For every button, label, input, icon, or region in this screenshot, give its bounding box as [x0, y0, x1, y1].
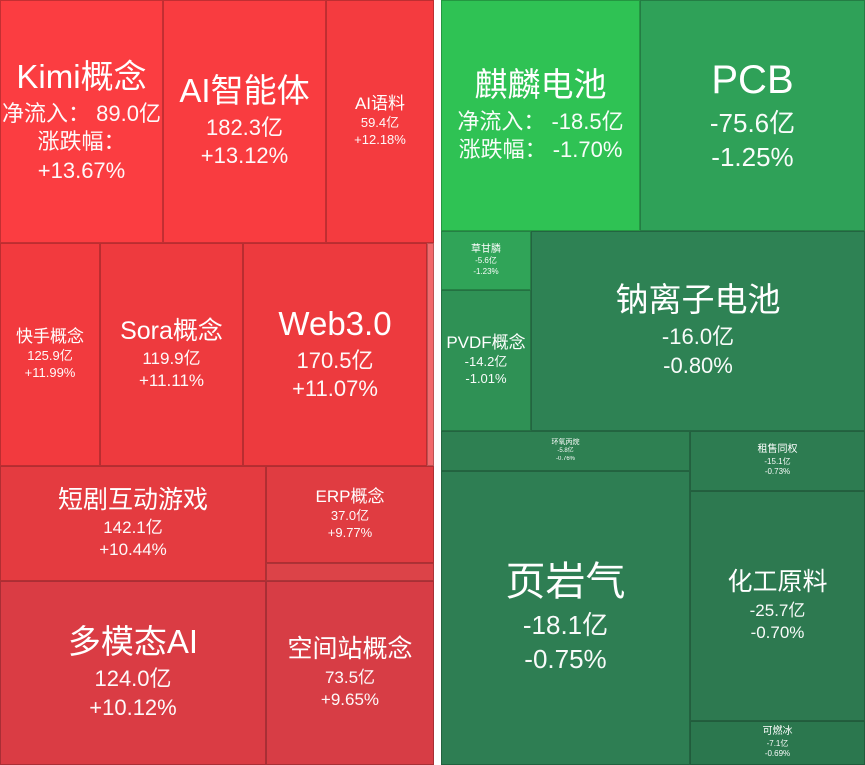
tile-change-pct: +10.12%: [89, 694, 177, 720]
tile-net-inflow: -25.7亿: [749, 600, 806, 620]
tile-name: 可燃冰: [762, 726, 793, 738]
tile-change-pct: +13.12%: [200, 143, 289, 169]
tile-net-inflow: 73.5亿: [324, 667, 376, 687]
tile-net-inflow: 142.1亿: [103, 518, 163, 538]
tile-net-inflow: -16.0亿: [661, 324, 735, 350]
tile-name: AI智能体: [179, 71, 310, 109]
tile-name: 钠离子电池: [615, 281, 781, 319]
tile-net-inflow: -14.2亿: [464, 354, 508, 370]
tile-flammable-ice[interactable]: 可燃冰 -7.1亿 -0.69%: [690, 721, 865, 765]
tile-net-inflow: 59.4亿: [360, 115, 400, 131]
tile-propylene-oxide[interactable]: 环氧丙烷 -5.8亿 -0.76%: [441, 431, 690, 471]
tile-change-pct: +11.07%: [292, 376, 378, 402]
tile-web3[interactable]: Web3.0 170.5亿 +11.07%: [243, 243, 427, 466]
tile-net-inflow: -15.1亿: [764, 456, 791, 466]
tile-change-pct: -0.73%: [764, 467, 791, 477]
tile-name: Web3.0: [278, 304, 392, 342]
tile-small-sliver[interactable]: [427, 243, 434, 466]
tile-pcb[interactable]: PCB -75.6亿 -1.25%: [640, 0, 865, 231]
tile-short-drama-games[interactable]: 短剧互动游戏 142.1亿 +10.44%: [0, 466, 266, 581]
tile-net-inflow: 124.0亿: [94, 666, 172, 692]
tile-change-pct: -1.01%: [465, 371, 507, 387]
tile-net-inflow: -7.1亿: [766, 738, 789, 748]
tile-change-pct: -1.25%: [711, 141, 794, 172]
tile-glyphosate[interactable]: 草甘膦 -5.6亿 -1.23%: [441, 231, 531, 290]
tile-change-pct: -0.69%: [764, 749, 791, 759]
tile-kimi-concept[interactable]: Kimi概念 净流入： 89.0亿 涨跌幅： +13.67%: [0, 0, 163, 243]
tile-change-pct: +9.77%: [327, 525, 373, 541]
tile-name: 快手概念: [16, 326, 84, 346]
tile-net-inflow: -18.1亿: [522, 610, 609, 641]
tile-name: 页岩气: [505, 560, 626, 605]
tile-qilin-battery[interactable]: 麒麟电池 净流入： -18.5亿 涨跌幅： -1.70%: [441, 0, 640, 231]
tile-sora-concept[interactable]: Sora概念 119.9亿 +11.11%: [100, 243, 243, 466]
tile-name: ERP概念: [315, 486, 385, 506]
tile-name: 短剧互动游戏: [57, 485, 208, 514]
tile-name: Kimi概念: [16, 57, 147, 95]
tile-name: AI语料: [354, 93, 406, 113]
tile-net-inflow: -5.6亿: [475, 256, 497, 266]
tile-change-pct: -0.70%: [750, 622, 805, 642]
tile-net-inflow: 125.9亿: [27, 348, 73, 364]
tile-net-inflow: 净流入： -18.5亿: [457, 108, 624, 134]
tile-name: 多模态AI: [67, 623, 199, 661]
tile-name: 环氧丙烷: [551, 438, 580, 446]
tile-net-inflow: 182.3亿: [205, 114, 284, 140]
tile-change-pct: -0.80%: [663, 352, 733, 378]
tile-shale-gas[interactable]: 页岩气 -18.1亿 -0.75%: [441, 471, 690, 765]
tile-net-inflow: 119.9亿: [142, 349, 201, 369]
tile-small-sliver[interactable]: [266, 563, 434, 581]
tile-sodium-ion-battery[interactable]: 钠离子电池 -16.0亿 -0.80%: [531, 231, 865, 431]
tile-name: 空间站概念: [287, 635, 413, 664]
tile-erp-concept[interactable]: ERP概念 37.0亿 +9.77%: [266, 466, 434, 563]
tile-change-pct: 涨跌幅： +13.67%: [37, 129, 126, 183]
tile-change-pct: +11.99%: [24, 365, 76, 381]
tile-change-pct: -1.23%: [473, 266, 499, 276]
tile-net-inflow: 37.0亿: [330, 508, 370, 524]
tile-pvdf-concept[interactable]: PVDF概念 -14.2亿 -1.01%: [441, 290, 531, 431]
tile-space-station-concept[interactable]: 空间站概念 73.5亿 +9.65%: [266, 581, 434, 765]
tile-ai-corpus[interactable]: AI语料 59.4亿 +12.18%: [326, 0, 434, 243]
tile-net-inflow: 170.5亿: [296, 347, 374, 373]
tile-change-pct: +10.44%: [99, 540, 167, 560]
tile-net-inflow: -75.6亿: [709, 107, 796, 138]
tile-name: 租售同权: [757, 444, 798, 456]
tile-name: 草甘膦: [471, 243, 501, 255]
tile-name: PCB: [711, 57, 794, 102]
tile-ai-agent[interactable]: AI智能体 182.3亿 +13.12%: [163, 0, 326, 243]
tile-name: Sora概念: [120, 316, 223, 345]
tile-net-inflow: 净流入： 89.0亿: [2, 100, 161, 126]
tile-name: 化工原料: [727, 568, 828, 597]
tile-rental-rights[interactable]: 租售同权 -15.1亿 -0.73%: [690, 431, 865, 491]
tile-net-inflow: -5.8亿: [557, 447, 574, 454]
tile-name: 麒麟电池: [474, 65, 607, 103]
tile-change-pct: -0.76%: [555, 455, 575, 462]
tile-change-pct: +11.11%: [138, 371, 205, 391]
tile-name: PVDF概念: [446, 332, 526, 352]
tile-change-pct: -0.75%: [524, 644, 607, 674]
tile-change-pct: +12.18%: [354, 132, 406, 148]
tile-change-pct: 涨跌幅： -1.70%: [458, 137, 623, 163]
tile-change-pct: +9.65%: [320, 689, 380, 709]
tile-multimodal-ai[interactable]: 多模态AI 124.0亿 +10.12%: [0, 581, 266, 765]
tile-kuaishou-concept[interactable]: 快手概念 125.9亿 +11.99%: [0, 243, 100, 466]
tile-chemical-materials[interactable]: 化工原料 -25.7亿 -0.70%: [690, 491, 865, 721]
